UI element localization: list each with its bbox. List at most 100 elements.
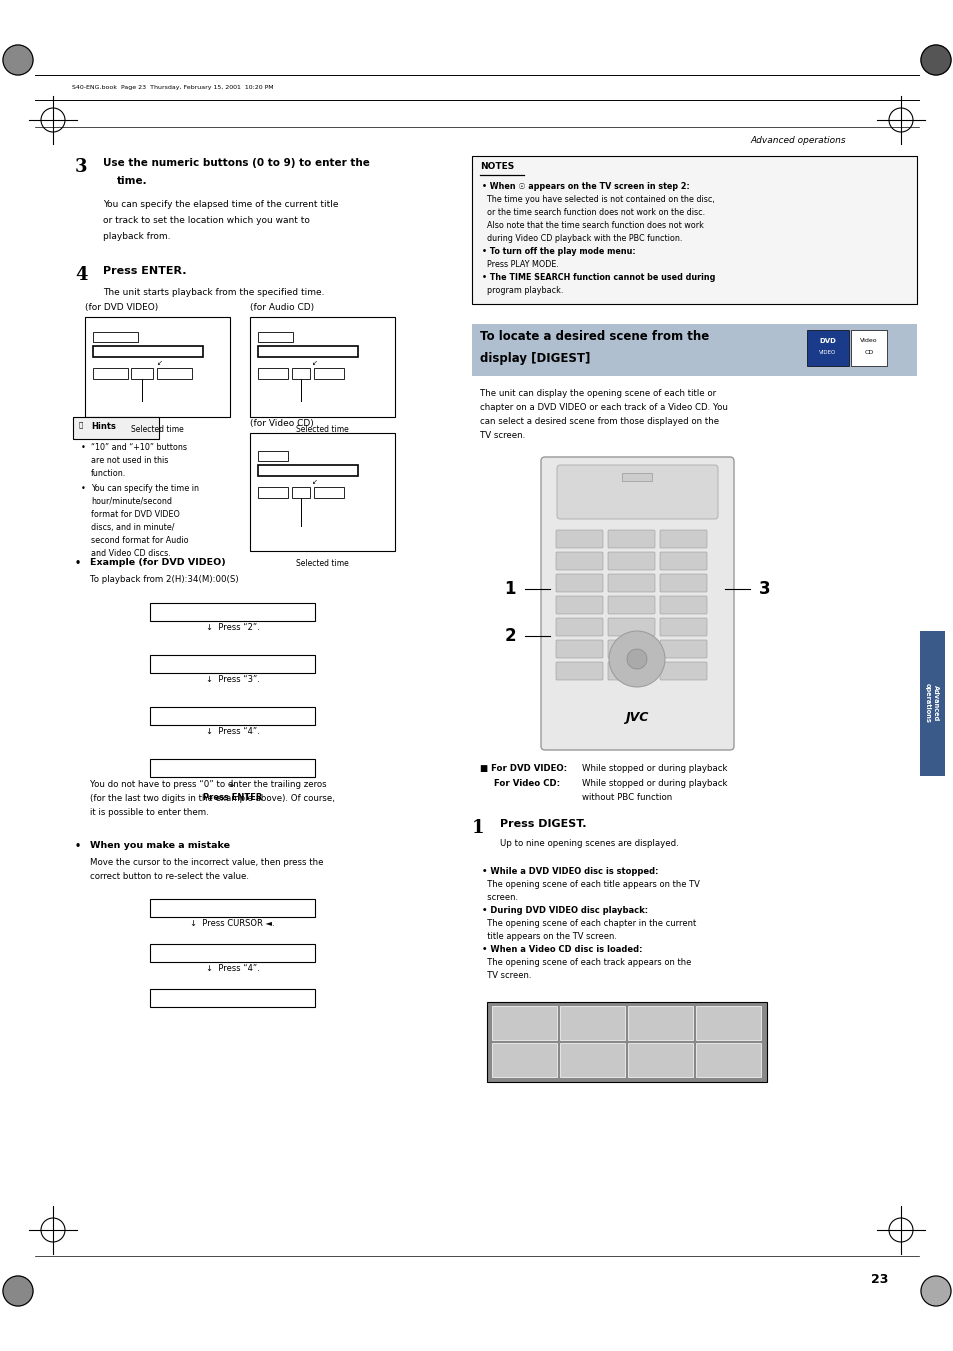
Text: S40-ENG.book  Page 23  Thursday, February 15, 2001  10:20 PM: S40-ENG.book Page 23 Thursday, February …	[71, 85, 274, 91]
Bar	[150, 655, 314, 673]
Bar	[314, 367, 344, 380]
Text: Selected time: Selected time	[131, 426, 184, 434]
Bar	[314, 486, 344, 499]
FancyBboxPatch shape	[659, 574, 706, 592]
Text: (for Audio CD): (for Audio CD)	[250, 303, 314, 312]
Text: ↓  Press “2”.: ↓ Press “2”.	[206, 623, 259, 632]
Text: can select a desired scene from those displayed on the: can select a desired scene from those di…	[479, 417, 719, 426]
Bar	[92, 346, 203, 357]
Bar	[492, 1006, 557, 1040]
Text: hour/minute/second: hour/minute/second	[91, 497, 172, 507]
Text: Up to nine opening scenes are displayed.: Up to nine opening scenes are displayed.	[499, 839, 678, 848]
Bar	[150, 603, 314, 621]
Circle shape	[920, 1275, 950, 1306]
Bar	[492, 1043, 557, 1077]
Text: or track to set the location which you want to: or track to set the location which you w…	[103, 216, 310, 226]
Text: ↙: ↙	[312, 480, 317, 485]
FancyBboxPatch shape	[540, 457, 733, 750]
Bar	[486, 1002, 766, 1082]
Text: playback from.: playback from.	[103, 232, 171, 240]
Bar	[85, 317, 230, 417]
Text: Video: Video	[860, 338, 877, 343]
FancyBboxPatch shape	[659, 662, 706, 680]
Text: You do not have to press “0” to enter the trailing zeros: You do not have to press “0” to enter th…	[90, 780, 326, 789]
Text: While stopped or during playback: While stopped or during playback	[581, 765, 727, 773]
Text: chapter on a DVD VIDEO or each track of a Video CD. You: chapter on a DVD VIDEO or each track of …	[479, 403, 727, 412]
Bar	[131, 367, 152, 380]
Text: •: •	[81, 484, 86, 493]
Text: •: •	[81, 443, 86, 453]
Text: • The TIME SEARCH function cannot be used during: • The TIME SEARCH function cannot be use…	[481, 273, 715, 282]
Bar	[696, 1043, 760, 1077]
FancyBboxPatch shape	[556, 553, 602, 570]
Text: ↓  Press “3”.: ↓ Press “3”.	[205, 676, 259, 684]
Bar	[150, 707, 314, 725]
Text: 3: 3	[759, 580, 770, 598]
FancyBboxPatch shape	[659, 596, 706, 613]
FancyBboxPatch shape	[607, 530, 655, 549]
Bar	[292, 367, 310, 380]
FancyBboxPatch shape	[556, 662, 602, 680]
Text: To locate a desired scene from the: To locate a desired scene from the	[479, 330, 708, 343]
Bar	[919, 631, 944, 775]
Text: ■ For DVD VIDEO:: ■ For DVD VIDEO:	[479, 765, 566, 773]
Bar	[157, 367, 192, 380]
Text: NOTES: NOTES	[479, 162, 514, 172]
Text: time.: time.	[117, 176, 148, 186]
Text: • During DVD VIDEO disc playback:: • During DVD VIDEO disc playback:	[481, 907, 647, 915]
FancyBboxPatch shape	[556, 574, 602, 592]
Text: • To turn off the play mode menu:: • To turn off the play mode menu:	[481, 247, 635, 255]
Text: “10” and “+10” buttons: “10” and “+10” buttons	[91, 443, 187, 453]
Text: correct button to re-select the value.: correct button to re-select the value.	[90, 871, 249, 881]
Bar	[627, 1006, 692, 1040]
Bar	[250, 434, 395, 551]
FancyBboxPatch shape	[607, 574, 655, 592]
Text: The unit can display the opening scene of each title or: The unit can display the opening scene o…	[479, 389, 716, 399]
Text: format for DVD VIDEO: format for DVD VIDEO	[91, 509, 180, 519]
FancyBboxPatch shape	[607, 662, 655, 680]
Circle shape	[626, 648, 646, 669]
Text: ↓  Press “4”.: ↓ Press “4”.	[206, 965, 259, 973]
Bar	[257, 332, 293, 342]
Bar	[472, 155, 916, 304]
Text: Press ENTER.: Press ENTER.	[103, 266, 186, 276]
Text: JVC: JVC	[624, 711, 648, 724]
Bar	[292, 486, 310, 499]
Text: are not used in this: are not used in this	[91, 457, 168, 465]
FancyBboxPatch shape	[607, 596, 655, 613]
Bar	[559, 1006, 624, 1040]
Text: (for the last two digits in the example above). Of course,: (for the last two digits in the example …	[90, 794, 335, 802]
Text: screen.: screen.	[481, 893, 517, 902]
Bar	[250, 317, 395, 417]
Text: 💡: 💡	[79, 422, 83, 428]
Text: VIDEO: VIDEO	[819, 350, 836, 355]
Text: The time you have selected is not contained on the disc,: The time you have selected is not contai…	[481, 195, 714, 204]
Text: The opening scene of each chapter in the current: The opening scene of each chapter in the…	[481, 919, 696, 928]
Text: Hints: Hints	[91, 422, 115, 431]
FancyBboxPatch shape	[556, 640, 602, 658]
Text: Also note that the time search function does not work: Also note that the time search function …	[481, 222, 703, 230]
Text: • While a DVD VIDEO disc is stopped:: • While a DVD VIDEO disc is stopped:	[481, 867, 658, 875]
Text: Press ENTER: Press ENTER	[203, 793, 262, 802]
Bar	[257, 486, 288, 499]
Text: (for DVD VIDEO): (for DVD VIDEO)	[85, 303, 158, 312]
Bar	[696, 1006, 760, 1040]
FancyBboxPatch shape	[607, 640, 655, 658]
Text: • When a Video CD disc is loaded:: • When a Video CD disc is loaded:	[481, 944, 641, 954]
Bar	[257, 346, 357, 357]
FancyBboxPatch shape	[659, 530, 706, 549]
Text: 1: 1	[504, 580, 516, 598]
Circle shape	[3, 1275, 33, 1306]
Text: (for Video CD): (for Video CD)	[250, 419, 314, 428]
Text: ↓  Press “4”.: ↓ Press “4”.	[206, 727, 259, 736]
Circle shape	[920, 45, 950, 76]
Text: 4: 4	[75, 266, 88, 284]
FancyBboxPatch shape	[73, 417, 159, 439]
Text: Move the cursor to the incorrect value, then press the: Move the cursor to the incorrect value, …	[90, 858, 323, 867]
Bar	[806, 330, 848, 366]
Bar	[621, 473, 651, 481]
Text: You can specify the elapsed time of the current title: You can specify the elapsed time of the …	[103, 200, 338, 209]
Circle shape	[3, 45, 33, 76]
Text: Selected time: Selected time	[295, 426, 349, 434]
Text: it is possible to enter them.: it is possible to enter them.	[90, 808, 209, 817]
